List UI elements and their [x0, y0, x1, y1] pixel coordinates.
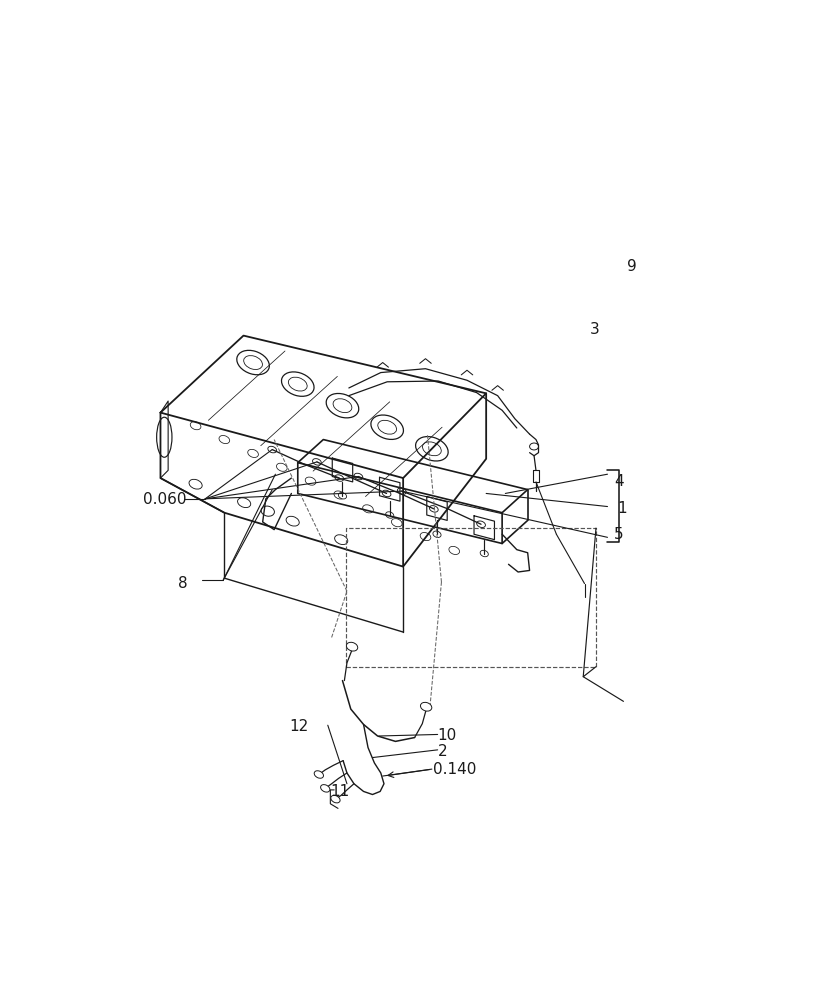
Text: 5: 5: [614, 527, 624, 542]
Ellipse shape: [312, 459, 321, 465]
Ellipse shape: [397, 488, 406, 494]
Ellipse shape: [480, 550, 489, 557]
Ellipse shape: [346, 642, 358, 651]
Ellipse shape: [382, 490, 391, 497]
Text: 1: 1: [618, 501, 627, 516]
Ellipse shape: [330, 795, 340, 803]
Text: 0.060: 0.060: [143, 492, 186, 507]
Ellipse shape: [321, 785, 330, 792]
Text: 0.140: 0.140: [433, 762, 476, 777]
Ellipse shape: [429, 506, 438, 512]
Text: 4: 4: [614, 474, 624, 489]
Ellipse shape: [335, 475, 344, 481]
Ellipse shape: [354, 473, 363, 480]
Ellipse shape: [433, 531, 441, 537]
Ellipse shape: [420, 702, 432, 711]
Text: 9: 9: [626, 259, 636, 274]
Text: 8: 8: [178, 576, 188, 591]
Text: 2: 2: [438, 744, 447, 759]
Text: 3: 3: [590, 322, 599, 337]
Text: 10: 10: [438, 728, 456, 744]
Ellipse shape: [268, 446, 277, 453]
Text: 12: 12: [289, 719, 309, 734]
Ellipse shape: [314, 771, 324, 778]
Ellipse shape: [476, 521, 485, 528]
Text: 11: 11: [330, 784, 349, 799]
Ellipse shape: [386, 512, 394, 518]
Ellipse shape: [339, 493, 347, 499]
